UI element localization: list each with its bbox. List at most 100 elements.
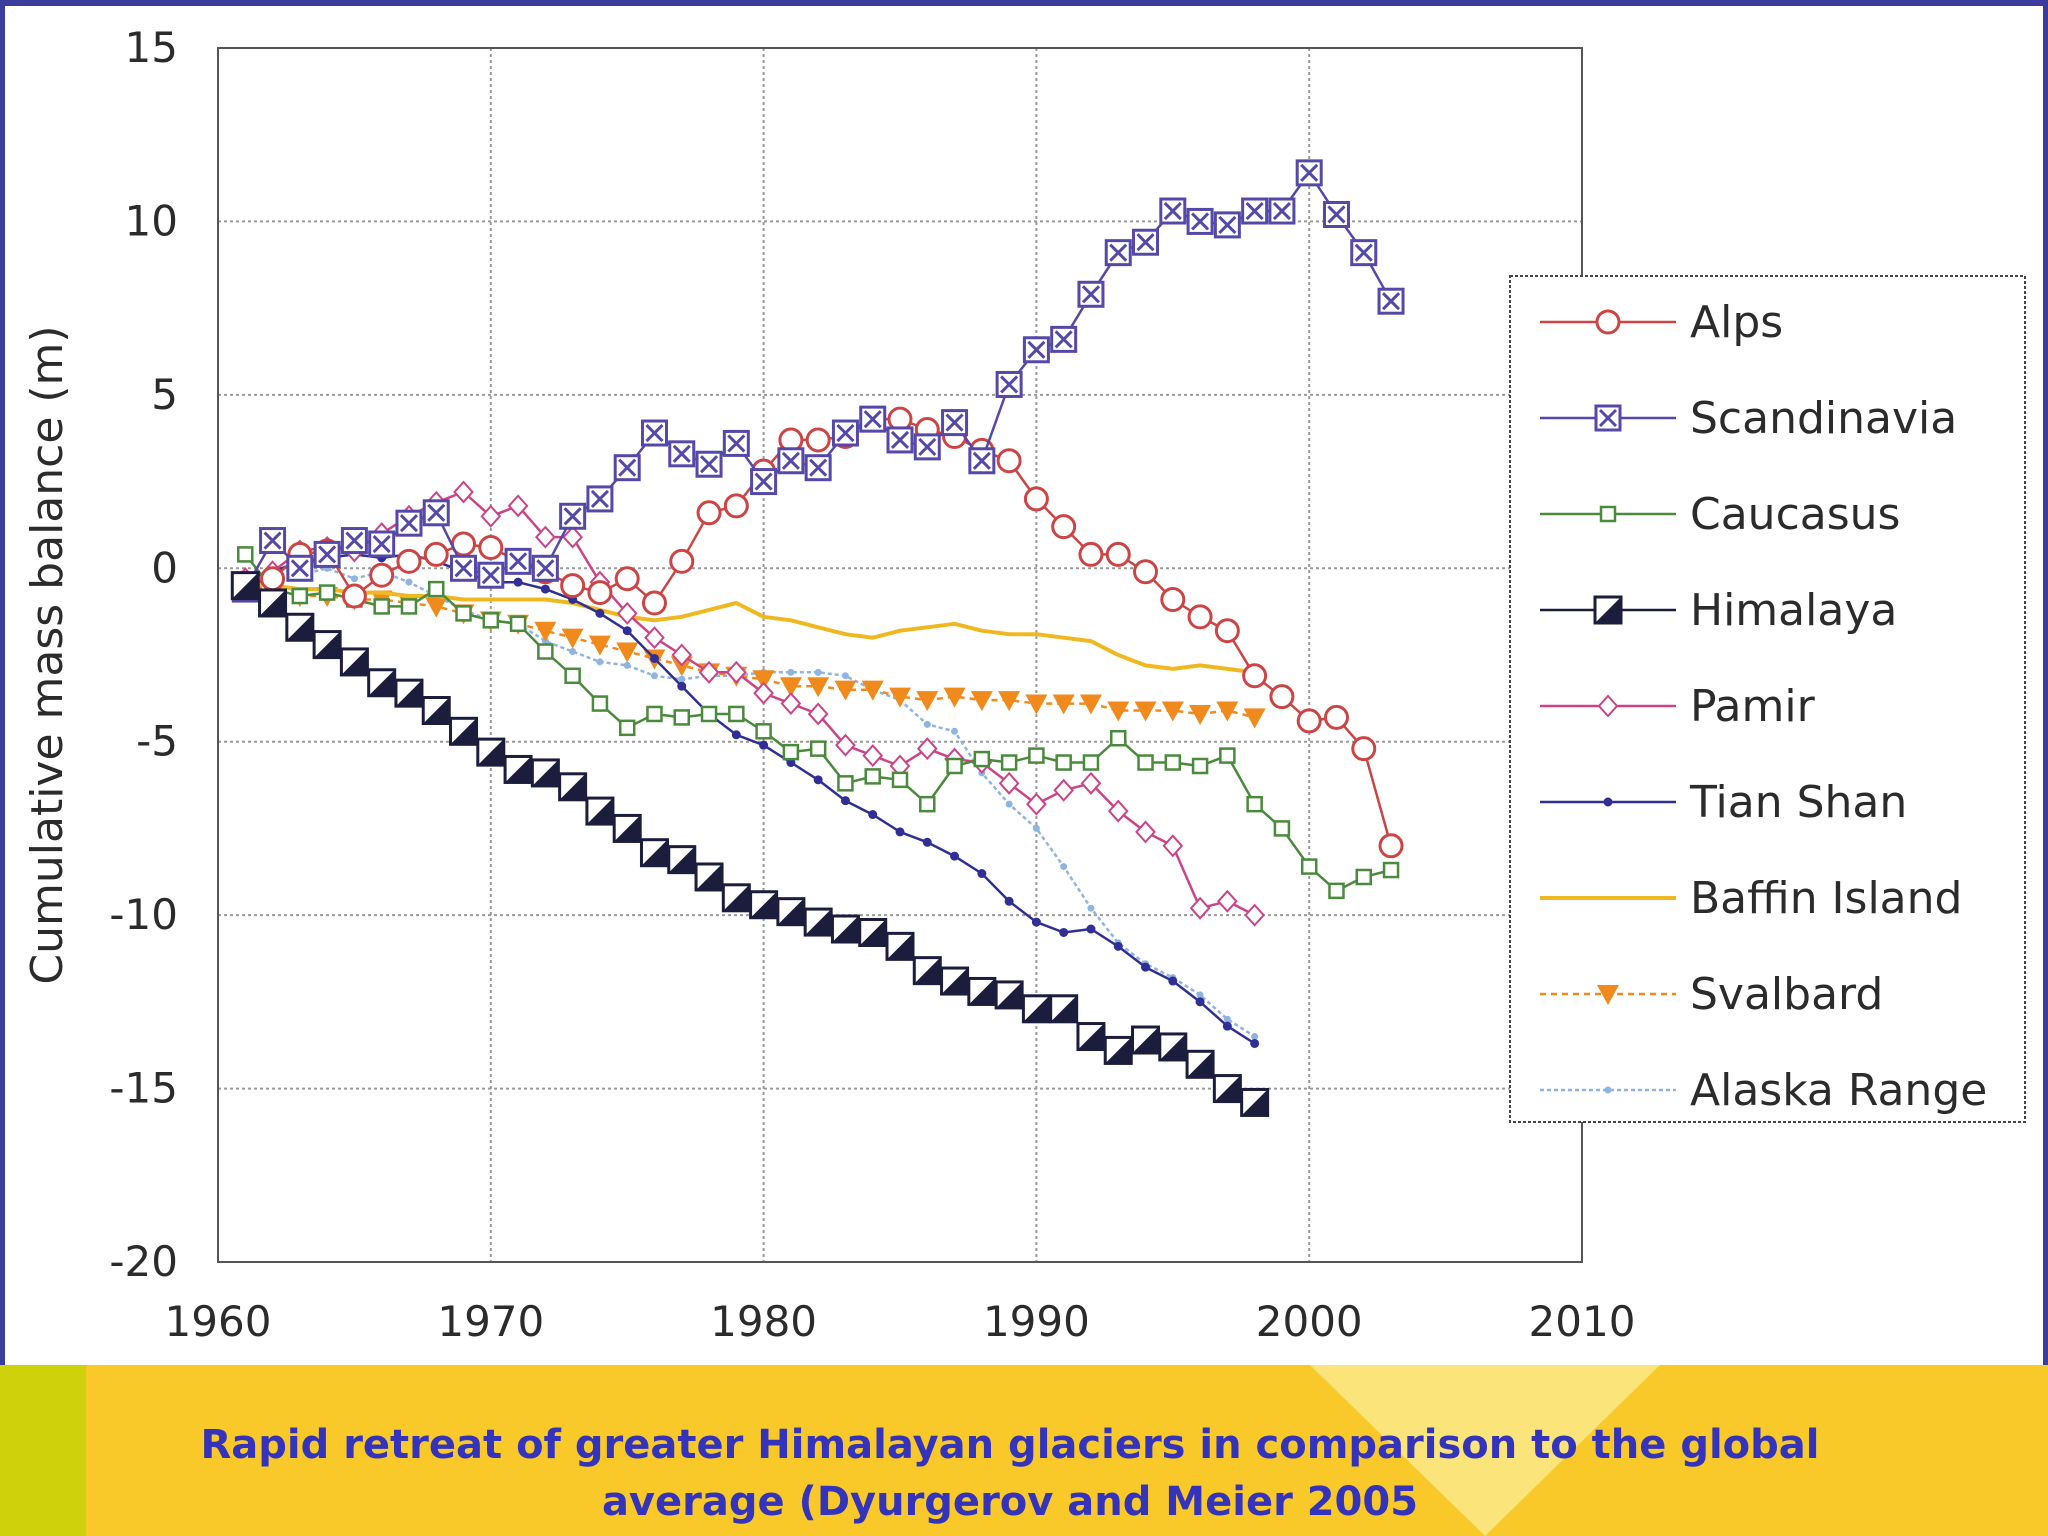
- data-point: [995, 370, 1023, 398]
- x-tick-label: 1960: [165, 1297, 272, 1346]
- marker-cross: [1109, 243, 1128, 262]
- data-point: [1162, 834, 1184, 858]
- legend-item-pamir: Pamir: [1540, 681, 1816, 732]
- data-point: [1189, 704, 1212, 725]
- data-point: [940, 966, 970, 996]
- data-point: [1328, 882, 1345, 900]
- legend-label: Baffin Island: [1690, 873, 1962, 924]
- marker-fill: [805, 909, 832, 936]
- data-point: [616, 601, 638, 625]
- marker-cross: [863, 410, 882, 429]
- data-point: [805, 427, 831, 453]
- data-point: [341, 583, 367, 609]
- data-point: [1159, 197, 1187, 225]
- data-point: [534, 621, 557, 642]
- legend-label: Alps: [1690, 297, 1783, 348]
- data-point: [312, 630, 342, 660]
- data-point: [864, 768, 881, 785]
- x-tick-label: 2000: [1256, 1297, 1363, 1346]
- marker-fill: [1023, 995, 1050, 1022]
- marker-cross: [372, 534, 391, 554]
- data-point: [644, 626, 665, 650]
- data-point: [919, 795, 936, 813]
- data-point: [1133, 559, 1159, 585]
- data-point: [1189, 896, 1211, 920]
- legend-item-alps: Alps: [1540, 297, 1783, 348]
- marker-fill: [286, 614, 313, 641]
- data-point: [1134, 701, 1157, 722]
- data-point: [753, 681, 774, 705]
- marker-fill: [777, 898, 804, 925]
- marker-cross: [590, 489, 609, 508]
- data-point: [318, 584, 336, 601]
- data-point: [1168, 976, 1178, 986]
- data-point: [350, 575, 358, 583]
- y-tick-label: -5: [136, 717, 178, 766]
- marker-cross: [290, 559, 309, 578]
- data-point: [755, 723, 772, 740]
- legend-item-tian-shan: Tian Shan: [1540, 777, 1907, 828]
- marker-cross: [563, 507, 582, 526]
- data-point: [1053, 778, 1075, 802]
- data-point: [540, 584, 550, 594]
- data-point: [1086, 924, 1096, 934]
- data-point: [1186, 207, 1214, 235]
- marker-fill: [314, 631, 341, 658]
- marker-cross: [1081, 285, 1101, 304]
- data-point: [694, 862, 724, 892]
- marker-fill: [1132, 1027, 1159, 1054]
- data-point: [588, 635, 611, 656]
- data-point: [973, 750, 991, 768]
- data-point: [1195, 997, 1205, 1007]
- marker-cross: [645, 423, 664, 443]
- data-point: [750, 468, 778, 496]
- data-point: [480, 504, 502, 528]
- marker-fill: [368, 669, 395, 696]
- data-point: [1240, 1087, 1270, 1117]
- data-point: [725, 660, 747, 684]
- data-point: [259, 527, 287, 555]
- data-point: [1377, 287, 1405, 315]
- marker-cross: [1381, 292, 1401, 311]
- data-point: [1300, 858, 1318, 875]
- data-point: [885, 931, 915, 961]
- marker-fill: [1050, 995, 1077, 1022]
- data-point: [1031, 917, 1041, 927]
- data-point: [913, 433, 941, 461]
- data-point: [889, 687, 911, 708]
- series-line-alaska-range: [245, 567, 1256, 1038]
- data-point: [677, 681, 687, 691]
- data-point: [809, 740, 827, 757]
- y-tick-label: -10: [109, 890, 178, 939]
- data-point: [1351, 736, 1377, 762]
- legend-label: Himalaya: [1690, 585, 1897, 636]
- marker-fill: [341, 648, 368, 675]
- data-point: [1060, 863, 1068, 871]
- data-point: [996, 448, 1022, 474]
- marker-cross: [781, 451, 800, 470]
- data-point: [728, 705, 745, 723]
- series-himalaya: [230, 571, 1270, 1117]
- data-point: [695, 450, 723, 478]
- data-point: [614, 566, 640, 592]
- data-point: [1604, 1086, 1612, 1094]
- y-axis-title: Cumulative mass balance (m): [22, 325, 73, 984]
- data-point: [1191, 757, 1209, 775]
- data-point: [421, 695, 451, 725]
- data-point: [478, 534, 504, 560]
- marker-cross: [1300, 163, 1319, 182]
- data-point: [916, 691, 939, 712]
- data-point: [1244, 903, 1265, 927]
- marker-cross: [1163, 201, 1182, 221]
- data-point: [1217, 889, 1238, 913]
- data-point: [1080, 771, 1102, 795]
- data-point: [1594, 404, 1622, 432]
- data-point: [678, 675, 686, 683]
- x-tick-label: 1990: [983, 1297, 1090, 1346]
- data-point: [569, 648, 577, 656]
- marker-cross: [1218, 215, 1237, 234]
- marker-fill: [1241, 1089, 1268, 1116]
- marker-cross: [1245, 201, 1264, 221]
- data-point: [752, 670, 775, 691]
- marker-cross: [509, 552, 528, 571]
